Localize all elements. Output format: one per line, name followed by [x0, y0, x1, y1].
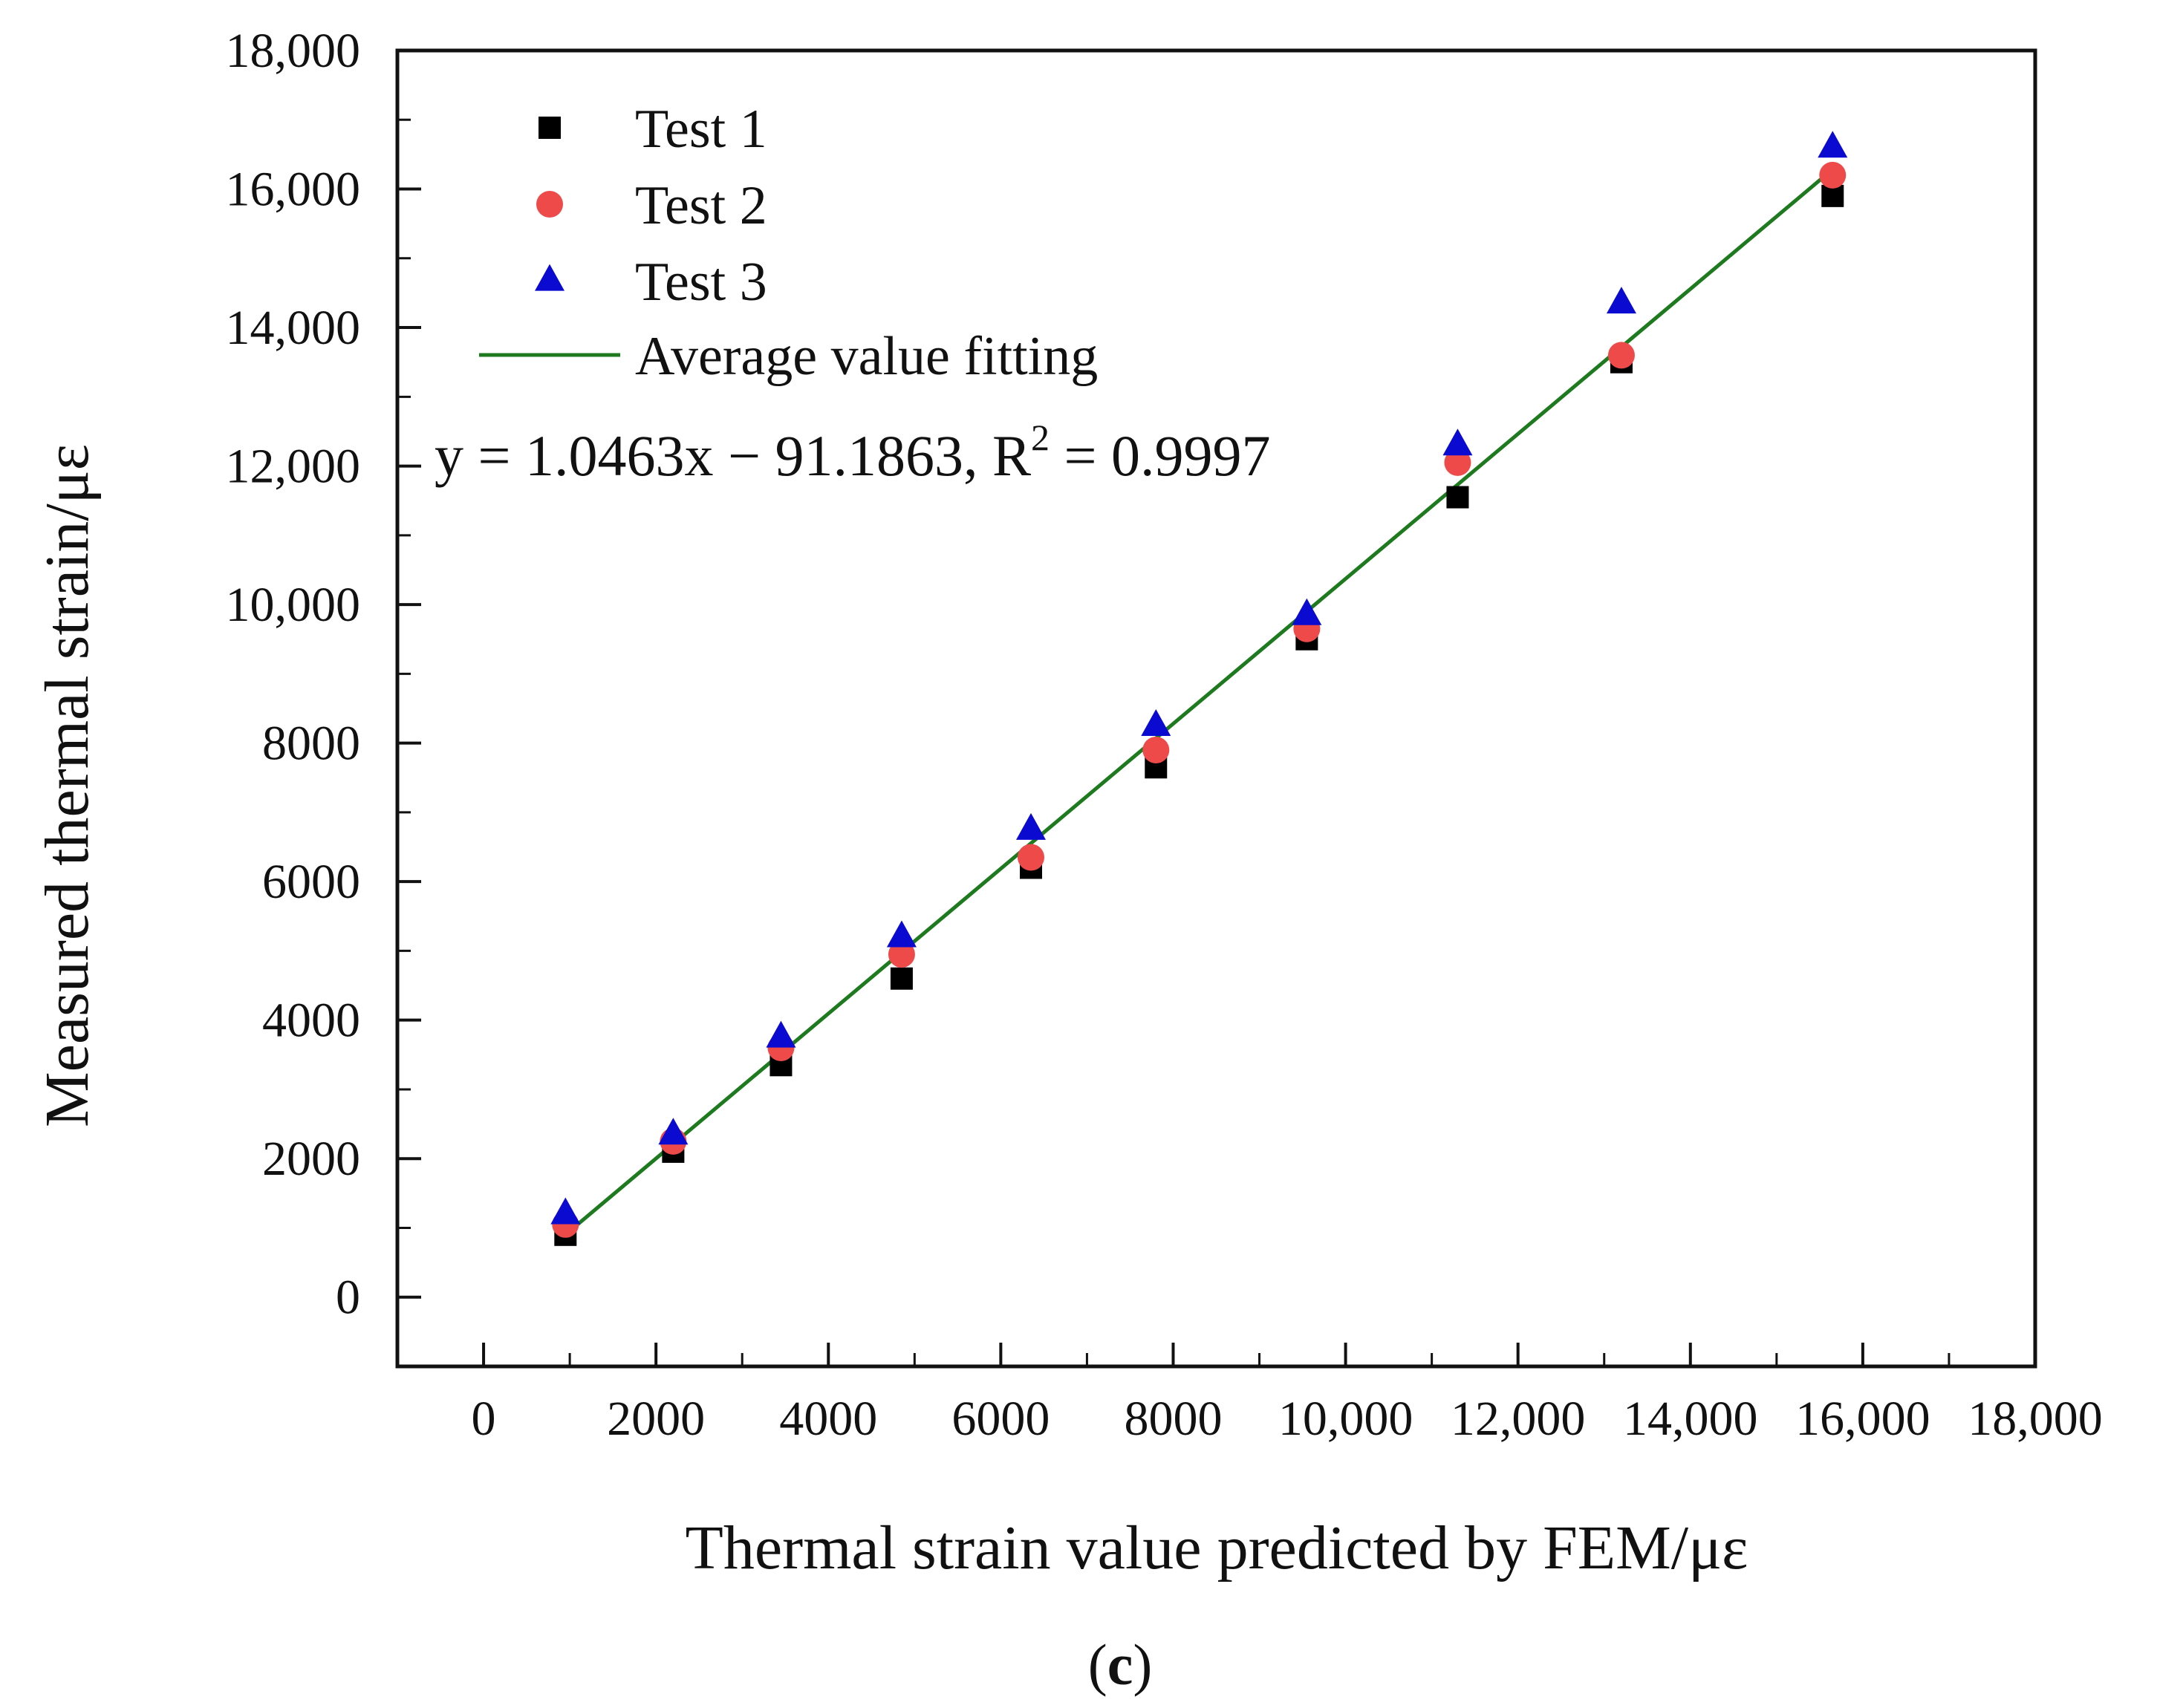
- test-2-point: [1017, 844, 1044, 871]
- legend-marker-test-3: [535, 264, 565, 291]
- y-tick-label: 18,000: [226, 24, 361, 78]
- test-3-point: [1606, 287, 1636, 314]
- y-tick-label: 10,000: [226, 578, 361, 632]
- y-axis-title: Measured thermal strain/με: [33, 444, 102, 1127]
- y-tick-label: 12,000: [226, 440, 361, 494]
- test-3-point: [1015, 812, 1046, 840]
- fit-equation-main: y = 1.0463x − 91.1863, R: [435, 423, 1031, 488]
- test-1-point: [1446, 486, 1469, 509]
- panel-caption: (c): [1088, 1632, 1153, 1697]
- x-axis-title: Thermal strain value predicted by FEM/με: [686, 1513, 1748, 1582]
- test-2-point: [1819, 161, 1847, 189]
- legend: Test 1 Test 2 Test 3 Average value fitting: [479, 99, 1098, 387]
- legend-label-fit: Average value fitting: [635, 326, 1098, 387]
- x-tick-label: 14,000: [1623, 1392, 1758, 1446]
- test-1-point: [890, 967, 913, 990]
- y-tick-label: 6000: [262, 855, 360, 909]
- legend-label-test-3: Test 3: [635, 252, 767, 313]
- y-tick-label: 14,000: [226, 301, 361, 355]
- caption-open: (: [1088, 1632, 1107, 1697]
- test-2-point: [888, 941, 915, 968]
- test-3-point: [1141, 708, 1171, 736]
- test-3-point: [658, 1118, 689, 1145]
- test-3-point: [766, 1020, 796, 1048]
- x-tick-label: 6000: [951, 1392, 1050, 1446]
- y-tick-label: 8000: [262, 717, 360, 771]
- test-3-point: [1292, 598, 1322, 625]
- x-tick-label: 10,000: [1278, 1392, 1413, 1446]
- y-tick-label: 0: [336, 1271, 360, 1325]
- plot-frame: [395, 48, 2037, 1369]
- x-tick-label: 0: [472, 1392, 496, 1446]
- x-tick-label: 18,000: [1968, 1392, 2103, 1446]
- y-tick-label: 2000: [262, 1132, 360, 1186]
- legend-label-test-1: Test 1: [635, 99, 767, 160]
- test-2-point: [1444, 449, 1471, 476]
- test-3-point: [1442, 428, 1473, 456]
- x-tick-label: 4000: [779, 1392, 877, 1446]
- y-tick-label: 4000: [262, 994, 360, 1048]
- caption-letter: c: [1107, 1632, 1133, 1697]
- test-2-point: [1607, 342, 1635, 369]
- test-3-point: [550, 1197, 581, 1225]
- legend-label-test-2: Test 2: [635, 175, 767, 236]
- legend-marker-test-1: [539, 117, 561, 139]
- x-tick-label: 2000: [607, 1392, 705, 1446]
- test-3-point: [1818, 131, 1848, 158]
- x-tick-label: 16,000: [1795, 1392, 1930, 1446]
- test-2-point: [1142, 736, 1170, 763]
- fit-equation-tail: = 0.9997: [1050, 423, 1271, 488]
- y-tick-label: 16,000: [226, 163, 361, 217]
- fit-equation: y = 1.0463x − 91.1863, R2 = 0.9997: [435, 417, 1271, 488]
- plot-layer: 0 2000 4000 6000 8000 10,000 12,000 14,000 16,00…: [226, 24, 2103, 1446]
- x-tick-label: 12,000: [1451, 1392, 1586, 1446]
- x-tick-label: 8000: [1124, 1392, 1222, 1446]
- test-3-point: [886, 920, 917, 948]
- caption-close: ): [1133, 1632, 1152, 1697]
- legend-marker-test-2: [536, 191, 563, 218]
- fit-equation-sup: 2: [1031, 417, 1050, 458]
- marker-layer: [550, 131, 1848, 1246]
